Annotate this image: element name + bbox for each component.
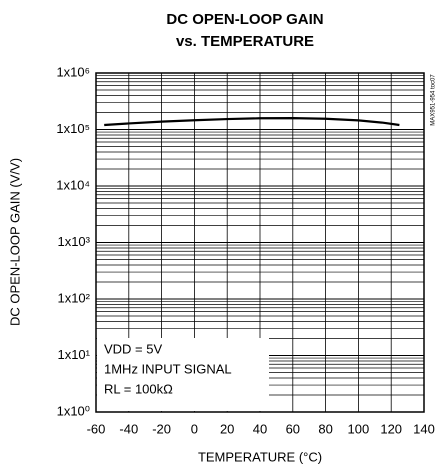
x-tick-label: 20 [220,421,234,436]
y-tick-label: 1x10⁵ [56,121,90,136]
plot-frame [95,72,425,413]
x-tick-label: 40 [253,421,267,436]
y-axis-label: DC OPEN-LOOP GAIN (V/V) [7,158,22,326]
x-tick-label: 0 [191,421,198,436]
x-tick-label: 60 [286,421,300,436]
x-tick-label: 120 [380,421,402,436]
x-tick-label: -20 [152,421,171,436]
annotation-box [97,338,269,411]
y-tick-label: 1x10³ [57,234,90,249]
y-tick-label: 1x10⁰ [57,403,90,418]
y-tick-label: 1x10⁴ [56,177,90,192]
x-tick-label: 140 [413,421,435,436]
data-line [104,117,400,127]
chart-subtitle: vs. TEMPERATURE [176,33,314,50]
annotation: VDD = 5V [104,341,162,356]
x-tick-label: 100 [348,421,370,436]
y-tick-label: 1x10⁶ [56,64,90,79]
x-tick-label: -60 [87,421,106,436]
annotation: RL = 100kΩ [104,381,173,396]
y-tick-label: 1x10² [57,290,90,305]
x-tick-label: -40 [119,421,138,436]
side-note: MAX951-954 toc07 [431,74,437,126]
annotation: 1MHz INPUT SIGNAL [104,361,232,376]
x-tick-label: 80 [318,421,332,436]
chart-title: DC OPEN-LOOP GAIN [166,11,323,28]
x-axis-label: TEMPERATURE (°C) [198,449,322,464]
y-tick-label: 1x10¹ [57,347,90,362]
